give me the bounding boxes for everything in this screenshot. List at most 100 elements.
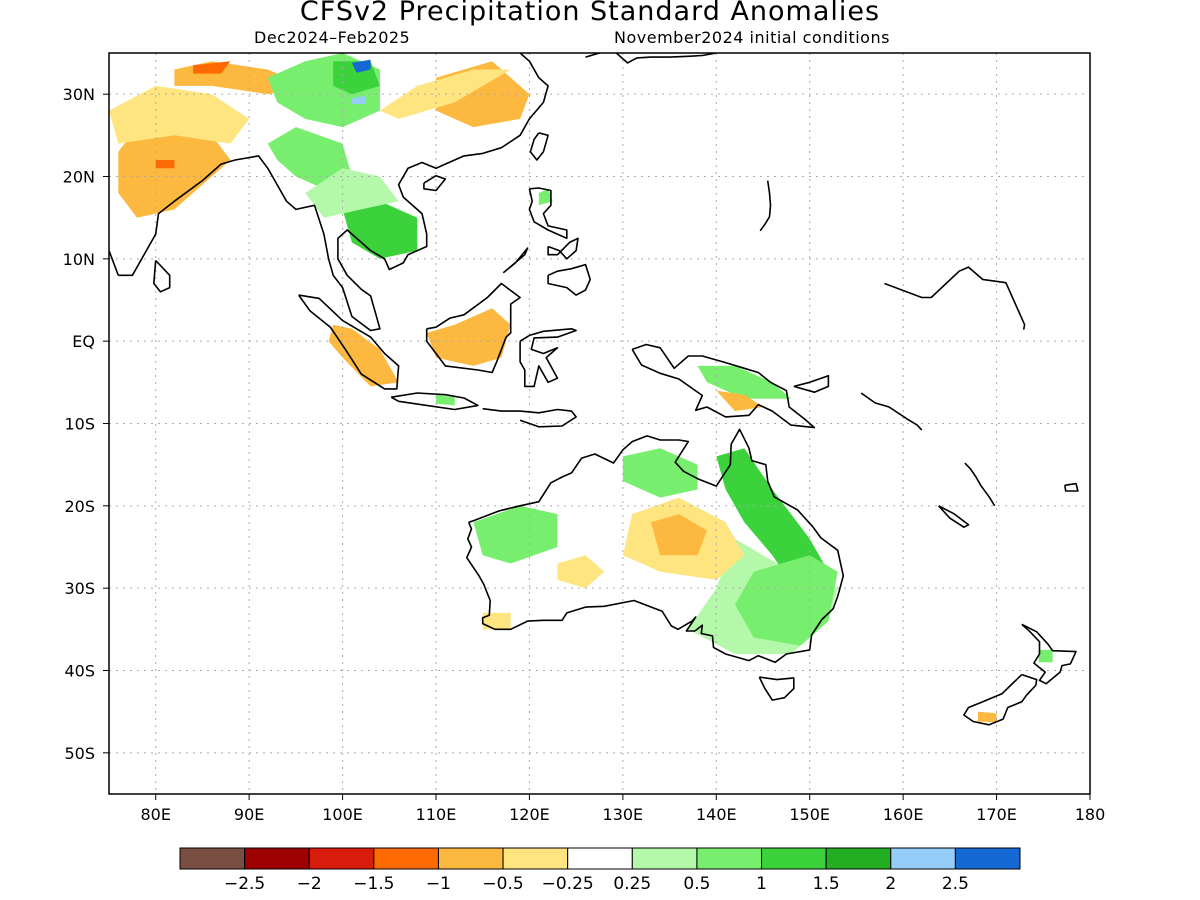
lat-tick-label: EQ: [72, 332, 95, 351]
anomaly-indochina-wet-light: [305, 168, 399, 218]
colorbar-label: 1: [756, 874, 767, 894]
coastline-nz-south: [963, 673, 1038, 726]
lat-tick-label: 50S: [64, 744, 95, 763]
lon-tick-label: 130E: [603, 805, 644, 824]
coastline-new-guinea: [631, 343, 816, 429]
anomaly-india-dry-core: [155, 160, 175, 169]
lon-tick-label: 150E: [789, 805, 830, 824]
lon-tick-label: 90E: [234, 805, 264, 824]
anomaly-australia-north-wet: [622, 448, 698, 498]
anomaly-himalaya-dry-core: [193, 61, 231, 74]
coastline-marianas: [759, 180, 772, 232]
lat-tick-label: 30N: [63, 85, 95, 104]
coastlines: [109, 53, 1079, 726]
anomaly-tibet-very-wet: [351, 59, 371, 73]
coastline-borneo: [425, 282, 521, 374]
coastline-sumatra: [298, 294, 400, 390]
coastline-mindanao: [547, 263, 592, 296]
colorbar-label: −1: [426, 874, 451, 894]
anomaly-nz-south-dry: [977, 711, 997, 723]
coastline-hainan: [423, 174, 447, 192]
lon-tick-label: 140E: [696, 805, 737, 824]
lon-tick-label: 110E: [416, 805, 457, 824]
colorbar-swatch: [179, 847, 246, 870]
lat-tick-label: 20S: [64, 497, 95, 516]
lon-tick-label: 170E: [976, 805, 1017, 824]
anomaly-australia-sw-dry: [482, 612, 511, 630]
lon-tick-label: 180: [1075, 805, 1106, 824]
colorbar-label: 2.5: [942, 874, 969, 894]
forecast-period: Dec2024–Feb2025: [254, 28, 411, 47]
coastline-india-west: [109, 250, 120, 276]
lat-tick-label: 30S: [64, 579, 95, 598]
coastline-palawan: [502, 247, 529, 274]
latitude-labels: 30N 20N 10N EQ 10S 20S 30S 40S 50S: [63, 85, 109, 763]
colorbar-swatch: [761, 847, 827, 870]
chart-title: CFSv2 Precipitation Standard Anomalies: [299, 0, 881, 27]
coastline-micronesia: [884, 266, 1026, 330]
colorbar-label: 0.5: [683, 874, 710, 894]
coastline-sulawesi: [519, 327, 577, 388]
coastline-new-britain: [793, 374, 830, 394]
lat-tick-label: 20N: [63, 168, 95, 187]
lat-tick-label: 10S: [64, 415, 95, 434]
anomaly-philippines-wet: [538, 188, 553, 206]
lat-tick-label: 10N: [63, 250, 95, 269]
colorbar-swatch: [825, 847, 892, 870]
coastline-tasmania: [758, 676, 795, 701]
lon-tick-label: 80E: [140, 805, 170, 824]
colorbar-swatch: [373, 847, 439, 870]
lon-tick-label: 120E: [509, 805, 550, 824]
coastline-solomons: [860, 392, 923, 431]
coastline-visayas: [547, 237, 579, 260]
coastline-nz-north: [1021, 623, 1077, 685]
anomaly-australia-central-dry-core: [650, 514, 707, 556]
colorbar-swatch: [696, 847, 763, 870]
colorbar-swatch: [308, 847, 375, 870]
colorbar-label: 0.25: [613, 874, 651, 894]
anomaly-nz-wet: [1038, 649, 1053, 663]
lat-tick-label: 40S: [64, 662, 95, 681]
anomaly-australia-west-wet-light: [473, 505, 558, 564]
colorbar-label: −2: [297, 874, 322, 894]
colorbar-label: −0.5: [482, 874, 523, 894]
colorbar-swatch: [244, 847, 310, 870]
colorbar-swatch: [631, 847, 698, 870]
anomaly-indochina-wet: [342, 201, 418, 259]
colorbar-swatch: [954, 847, 1021, 870]
anomaly-australia-south-dry: [557, 555, 605, 589]
anomaly-shading: [109, 53, 1053, 723]
colorbar-label: −0.25: [542, 874, 594, 894]
anomaly-borneo-dry: [426, 308, 511, 366]
coastline-taiwan: [529, 132, 549, 161]
coastline-india: [118, 53, 549, 332]
anomaly-java-wet: [436, 394, 455, 406]
colorbar-swatch: [437, 847, 504, 870]
colorbar-label: −1.5: [353, 874, 394, 894]
colorbar-swatch: [890, 847, 956, 870]
coastline-java: [390, 392, 479, 411]
coastline-luzon: [528, 187, 568, 240]
colorbar-label: −2.5: [224, 874, 265, 894]
colorbar-label: 2: [885, 874, 896, 894]
lon-tick-label: 100E: [322, 805, 363, 824]
initial-conditions: November2024 initial conditions: [614, 28, 890, 47]
anomaly-png-dry: [716, 390, 763, 412]
anomaly-sumatra-weak-dry: [328, 324, 399, 387]
coastline-lesser-sunda: [482, 407, 577, 428]
colorbar-swatch: [567, 847, 633, 870]
coastline-new-caledonia: [938, 505, 970, 529]
coastline-korea-japan: [585, 53, 717, 64]
lon-tick-label: 160E: [883, 805, 924, 824]
anomaly-india-weak-dry: [109, 85, 250, 144]
coastline-australia: [465, 428, 845, 664]
anomaly-australia-se-wet: [735, 555, 838, 646]
grid-lines: [109, 53, 1090, 794]
colorbar-label: 1.5: [813, 874, 840, 894]
colorbar: −2.5 −2 −1.5 −1 −0.5 −0.25 0.25 0.5 1 1.5 2 2.5: [179, 847, 1021, 894]
anomaly-png-wet: [697, 365, 791, 399]
colorbar-swatch: [502, 847, 569, 870]
coastline-sri-lanka: [153, 259, 171, 293]
longitude-labels: 80E 90E 100E 110E 120E 130E 140E 150E 160E 170E 18…: [140, 794, 1105, 824]
